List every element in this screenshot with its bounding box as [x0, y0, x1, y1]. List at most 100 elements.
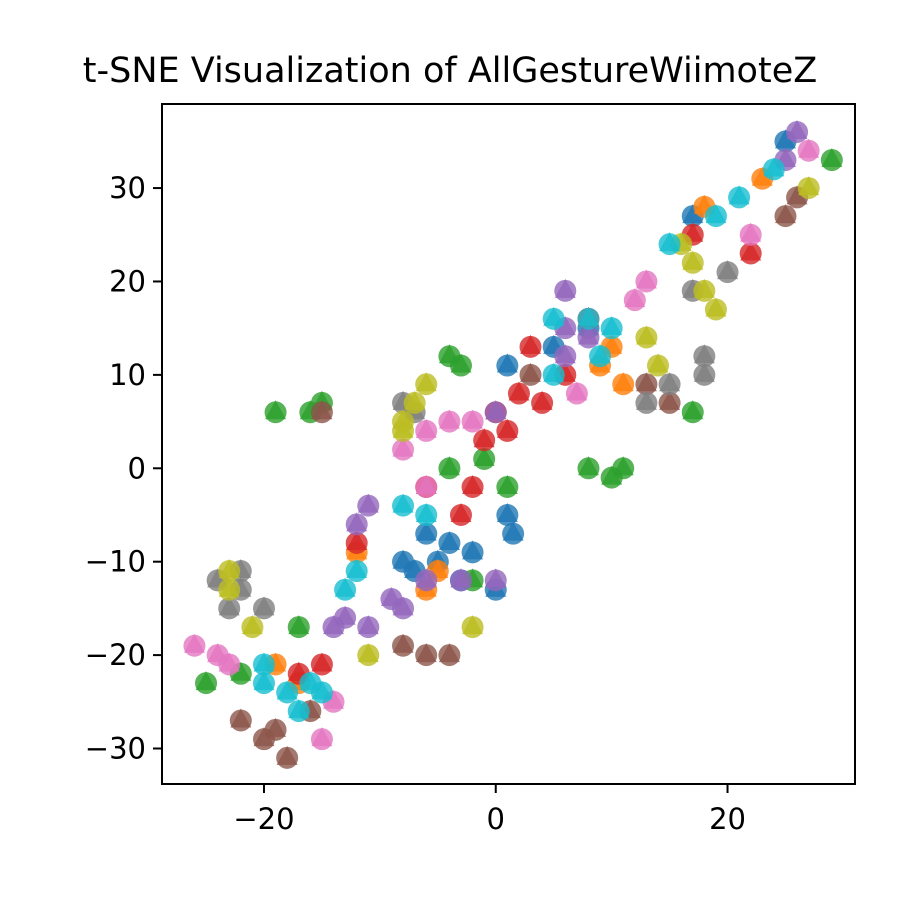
y-tick-label: 30 [109, 171, 146, 205]
point-triangle-marker [288, 699, 310, 719]
point-triangle-marker [311, 400, 333, 420]
point-triangle-marker [288, 615, 310, 635]
point-triangle-marker [635, 372, 657, 392]
point-triangle-marker [659, 390, 681, 410]
point-triangle-marker [496, 502, 518, 522]
point-triangle-marker [392, 549, 414, 569]
point-triangle-marker [276, 680, 298, 700]
point-triangle-marker [253, 727, 275, 747]
point-triangle-marker [438, 409, 460, 429]
point-triangle-marker [392, 418, 414, 438]
point-triangle-marker [589, 344, 611, 364]
point-triangle-marker [577, 306, 599, 326]
data-points [183, 120, 843, 769]
point-triangle-marker [241, 615, 263, 635]
point-triangle-marker [218, 559, 240, 579]
point-triangle-marker [601, 316, 623, 336]
point-triangle-marker [705, 204, 727, 224]
point-triangle-marker [774, 204, 796, 224]
chart-title: t-SNE Visualization of AllGestureWiimote… [83, 51, 817, 91]
x-tick-label: 0 [487, 802, 505, 836]
point-triangle-marker [473, 428, 495, 448]
point-triangle-marker [346, 512, 368, 532]
point-triangle-marker [357, 493, 379, 513]
point-triangle-marker [253, 652, 275, 672]
point-triangle-marker [520, 334, 542, 354]
point-triangle-marker [253, 671, 275, 691]
y-tick-label: −20 [85, 638, 146, 672]
point-triangle-marker [392, 633, 414, 653]
point-triangle-marker [218, 577, 240, 597]
point-triangle-marker [751, 166, 773, 186]
point-triangle-marker [415, 418, 437, 438]
point-triangle-marker [786, 120, 808, 140]
point-triangle-marker [543, 306, 565, 326]
point-triangle-marker [415, 643, 437, 663]
point-triangle-marker [520, 362, 542, 382]
point-triangle-marker [462, 540, 484, 560]
point-triangle-marker [230, 708, 252, 728]
point-triangle-marker [334, 577, 356, 597]
point-triangle-marker [693, 362, 715, 382]
point-triangle-marker [612, 372, 634, 392]
point-triangle-marker [392, 493, 414, 513]
point-triangle-marker [415, 474, 437, 494]
point-triangle-marker [635, 269, 657, 289]
point-triangle-marker [462, 474, 484, 494]
point-triangle-marker [659, 372, 681, 392]
point-triangle-marker [601, 465, 623, 485]
point-triangle-marker [462, 409, 484, 429]
point-triangle-marker [728, 185, 750, 205]
point-triangle-marker [218, 652, 240, 672]
point-triangle-marker [496, 418, 518, 438]
point-triangle-marker [392, 596, 414, 616]
point-triangle-marker [415, 372, 437, 392]
y-tick-label: −30 [85, 732, 146, 766]
point-triangle-marker [357, 643, 379, 663]
axis-ticks: −20 0 20 −30 −20 −10 0 10 20 30 [85, 171, 746, 836]
point-triangle-marker [682, 204, 704, 224]
point-triangle-marker [323, 689, 345, 709]
point-triangle-marker [346, 559, 368, 579]
point-triangle-marker [195, 671, 217, 691]
point-triangle-marker [717, 260, 739, 280]
point-triangle-marker [624, 288, 646, 308]
point-triangle-marker [612, 456, 634, 476]
point-triangle-marker [415, 502, 437, 522]
point-triangle-marker [438, 643, 460, 663]
point-triangle-marker [705, 297, 727, 317]
point-triangle-marker [485, 400, 507, 420]
point-triangle-marker [450, 502, 472, 522]
point-triangle-marker [357, 615, 379, 635]
point-triangle-marker [693, 344, 715, 364]
point-triangle-marker [311, 652, 333, 672]
point-triangle-marker [693, 278, 715, 298]
point-triangle-marker [786, 185, 808, 205]
point-triangle-marker [450, 353, 472, 373]
x-tick-label: 20 [709, 802, 746, 836]
point-triangle-marker [543, 362, 565, 382]
point-triangle-marker [566, 381, 588, 401]
point-triangle-marker [740, 241, 762, 261]
y-tick-label: 0 [128, 451, 146, 485]
point-triangle-marker [265, 400, 287, 420]
point-triangle-marker [577, 456, 599, 476]
point-triangle-marker [821, 148, 843, 168]
y-tick-label: 10 [109, 358, 146, 392]
point-triangle-marker [798, 176, 820, 196]
point-triangle-marker [218, 596, 240, 616]
point-triangle-marker [577, 325, 599, 345]
point-triangle-marker [740, 222, 762, 242]
point-triangle-marker [531, 390, 553, 410]
point-triangle-marker [659, 232, 681, 252]
y-tick-label: 20 [109, 264, 146, 298]
point-triangle-marker [502, 521, 524, 541]
point-triangle-marker [774, 129, 796, 149]
point-triangle-marker [438, 456, 460, 476]
plot-frame [161, 103, 856, 785]
point-triangle-marker [496, 353, 518, 373]
point-triangle-marker [554, 278, 576, 298]
point-triangle-marker [404, 390, 426, 410]
point-triangle-marker [392, 437, 414, 457]
